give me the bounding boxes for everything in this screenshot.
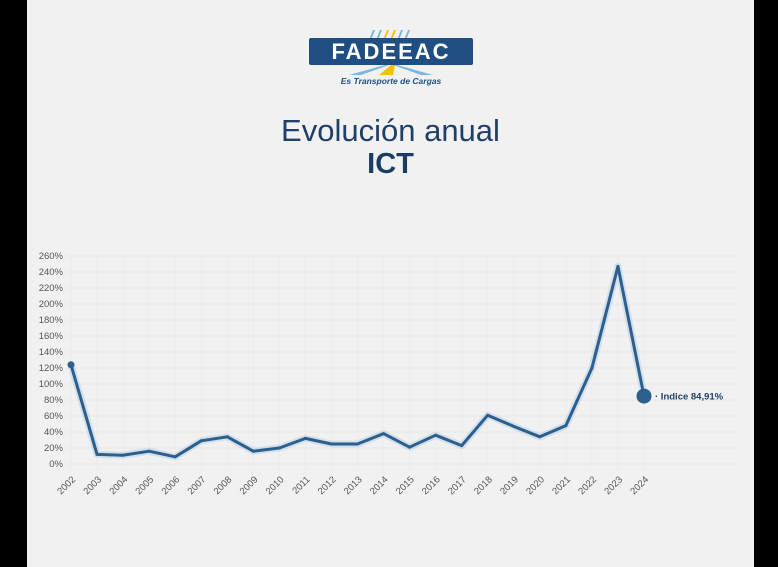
- y-tick-label: 240%: [39, 267, 64, 278]
- page-title: Evolución anual: [281, 113, 500, 148]
- x-tick-label: 2012: [316, 474, 339, 497]
- data-point: [329, 442, 333, 446]
- y-tick-label: 220%: [39, 283, 64, 294]
- x-tick-label: 2023: [602, 474, 625, 497]
- annotation-layer: · Indice 84,91%: [636, 388, 724, 404]
- y-tick-label: 80%: [44, 395, 64, 406]
- y-tick-label: 200%: [39, 299, 64, 310]
- data-point: [303, 436, 307, 440]
- logo-tagline: Es Transporte de Cargas: [340, 76, 442, 86]
- data-point: [486, 413, 490, 417]
- data-point: [199, 439, 203, 443]
- data-point: [512, 424, 516, 428]
- x-tick-label: 2017: [446, 474, 469, 497]
- grid-lines: [66, 255, 740, 470]
- y-tick-label: 40%: [44, 427, 64, 438]
- data-point: [616, 264, 620, 268]
- data-point: [121, 453, 125, 457]
- start-marker: [67, 361, 75, 369]
- data-point: [225, 435, 229, 439]
- logo-box: [309, 38, 473, 65]
- x-tick-label: 2005: [134, 474, 157, 497]
- annotation-label: · Indice 84,91%: [655, 392, 724, 403]
- data-point: [356, 442, 359, 446]
- y-tick-label: 120%: [39, 363, 64, 374]
- x-tick-label: 2018: [472, 474, 495, 497]
- x-tick-label: 2002: [55, 474, 78, 497]
- x-tick-label: 2019: [498, 474, 521, 497]
- x-tick-label: 2022: [576, 474, 599, 497]
- y-tick-label: 100%: [39, 379, 64, 390]
- x-tick-label: 2020: [524, 474, 547, 497]
- page-subtitle: ICT: [367, 148, 414, 180]
- x-tick-label: 2013: [342, 474, 365, 497]
- x-tick-label: 2024: [628, 474, 651, 497]
- y-tick-label: 180%: [39, 315, 64, 326]
- y-tick-label: 60%: [44, 411, 64, 422]
- logo-name: FADEEAC: [331, 39, 451, 64]
- x-axis-ticks: 2002 2003 2004 2005 2006 2007 2008 2009 2010 2011…: [55, 474, 651, 497]
- x-tick-label: 2021: [550, 474, 573, 497]
- y-tick-label: 260%: [39, 251, 64, 262]
- x-tick-label: 2008: [212, 474, 235, 497]
- y-tick-label: 160%: [39, 331, 64, 342]
- data-point: [434, 433, 438, 437]
- x-tick-label: 2007: [186, 474, 209, 497]
- data-point: [95, 452, 99, 456]
- data-point: [382, 432, 386, 436]
- slide: FADEEAC Es Transporte de Cargas Evolució…: [27, 0, 754, 567]
- data-point: [173, 455, 177, 459]
- x-tick-label: 2003: [81, 474, 104, 497]
- data-point: [408, 445, 412, 449]
- data-point: [590, 366, 594, 370]
- x-tick-label: 2010: [264, 474, 287, 497]
- y-axis-ticks: 0% 20% 40% 60% 80% 100% 120% 140% 160% 180% 200% 22…: [39, 251, 64, 470]
- data-point: [564, 424, 568, 428]
- x-tick-label: 2011: [290, 474, 312, 496]
- data-point: [147, 449, 151, 453]
- data-point: [538, 435, 542, 439]
- y-tick-label: 140%: [39, 347, 64, 358]
- x-tick-label: 2004: [107, 474, 130, 497]
- fadeeac-logo: FADEEAC Es Transporte de Cargas: [309, 30, 473, 90]
- data-point: [251, 449, 255, 453]
- series-layer: [67, 262, 648, 461]
- x-tick-label: 2014: [368, 474, 391, 497]
- end-marker: [636, 388, 652, 404]
- y-tick-label: 0%: [49, 459, 63, 470]
- y-tick-label: 20%: [44, 443, 64, 454]
- x-tick-label: 2009: [238, 474, 261, 497]
- x-tick-label: 2015: [394, 474, 417, 497]
- x-tick-label: 2016: [420, 474, 443, 497]
- x-tick-label: 2006: [160, 474, 183, 497]
- data-point: [277, 446, 281, 450]
- logo-road-icon: [349, 65, 433, 75]
- data-point: [460, 444, 464, 448]
- logo-stripes-icon: [369, 30, 410, 40]
